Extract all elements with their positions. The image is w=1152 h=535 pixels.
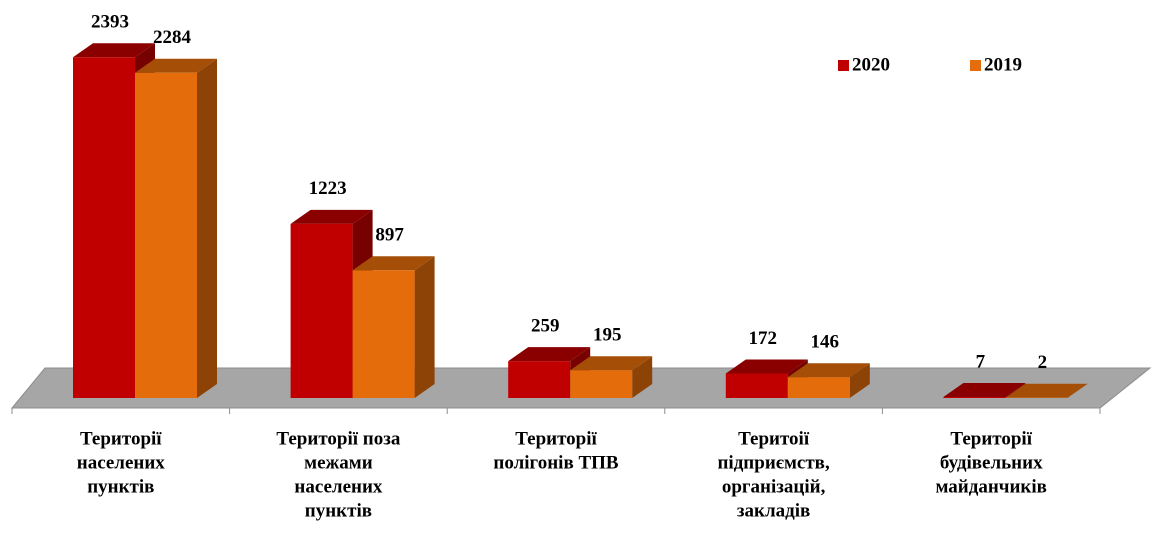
legend-label: 2020 xyxy=(852,54,890,75)
data-label: 195 xyxy=(593,325,622,346)
bar-top xyxy=(943,383,1026,398)
bar-side xyxy=(414,256,435,398)
x-tick-label: населених xyxy=(77,452,166,473)
bar-top xyxy=(508,347,591,362)
bar-top xyxy=(570,356,653,371)
x-tick-label: Території xyxy=(515,428,597,449)
x-tick-label: Території поза xyxy=(276,428,400,449)
data-label: 897 xyxy=(375,225,404,246)
bar-side xyxy=(632,356,653,398)
x-tick-label: закладів xyxy=(737,500,810,521)
x-tick-label: організацій, xyxy=(722,476,826,497)
data-label: 259 xyxy=(531,315,560,336)
x-tick-label: полігонів ТПВ xyxy=(493,452,618,473)
bar-side xyxy=(849,363,870,398)
bar-side xyxy=(1067,383,1088,398)
bar xyxy=(943,397,1006,398)
x-tick-label: населених xyxy=(294,476,383,497)
bar-top xyxy=(290,209,373,224)
x-tick-label: підприємств, xyxy=(717,452,829,473)
bar xyxy=(725,373,788,398)
bar xyxy=(508,361,571,398)
bar-top xyxy=(73,43,155,58)
bar-top xyxy=(787,363,870,378)
data-label: 1223 xyxy=(309,178,347,199)
bar-top xyxy=(352,256,435,271)
bar xyxy=(352,270,415,398)
legend-swatch xyxy=(838,60,849,71)
x-tick-label: Території xyxy=(950,428,1032,449)
x-tick-label: майданчиків xyxy=(935,476,1046,497)
x-tick-label: пунктів xyxy=(87,476,154,497)
x-tick-label: Території xyxy=(80,428,162,449)
bar-top xyxy=(1005,383,1088,398)
legend-swatch xyxy=(970,60,981,71)
data-label: 2 xyxy=(1038,352,1048,373)
bar xyxy=(135,72,197,399)
x-tick-label: Теритоії xyxy=(738,428,810,449)
x-tick-label: будівельних xyxy=(940,452,1043,473)
data-label: 146 xyxy=(811,332,840,353)
data-label: 7 xyxy=(976,351,986,372)
legend-label: 2019 xyxy=(984,54,1022,75)
data-label: 172 xyxy=(749,328,778,349)
bar xyxy=(73,57,135,398)
bar-top xyxy=(135,58,217,73)
bar-side xyxy=(197,58,217,399)
bar xyxy=(787,377,850,398)
bar xyxy=(570,370,633,398)
data-label: 2393 xyxy=(91,12,129,33)
data-label: 2284 xyxy=(153,27,192,48)
x-tick-label: межами xyxy=(304,452,373,473)
bar xyxy=(290,223,353,398)
x-tick-label: пунктів xyxy=(305,500,372,521)
bar-top xyxy=(725,359,808,374)
